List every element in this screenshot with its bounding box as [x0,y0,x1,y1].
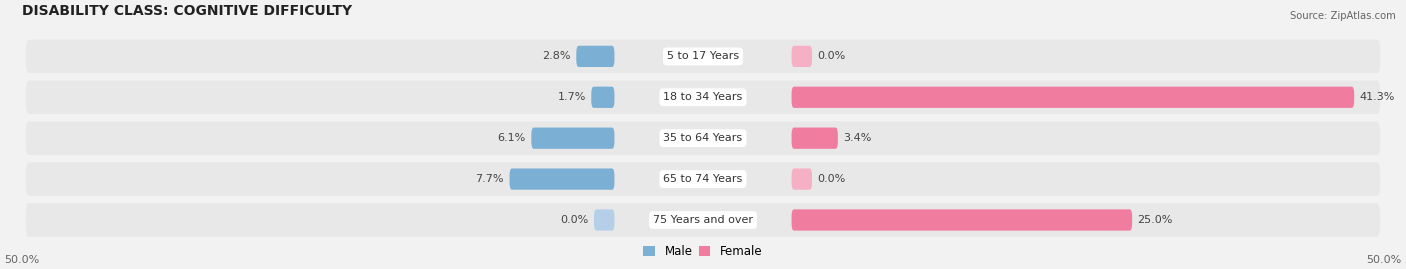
FancyBboxPatch shape [593,209,614,231]
Text: 75 Years and over: 75 Years and over [652,215,754,225]
Text: 6.1%: 6.1% [498,133,526,143]
Text: 5 to 17 Years: 5 to 17 Years [666,51,740,61]
FancyBboxPatch shape [576,46,614,67]
Text: 35 to 64 Years: 35 to 64 Years [664,133,742,143]
FancyBboxPatch shape [509,168,614,190]
FancyBboxPatch shape [592,87,614,108]
Text: 0.0%: 0.0% [817,51,845,61]
Text: Source: ZipAtlas.com: Source: ZipAtlas.com [1291,11,1396,21]
FancyBboxPatch shape [792,128,838,149]
Text: 2.8%: 2.8% [543,51,571,61]
Text: 1.7%: 1.7% [557,92,586,102]
FancyBboxPatch shape [531,128,614,149]
FancyBboxPatch shape [25,203,1381,237]
Text: 0.0%: 0.0% [817,174,845,184]
Text: 41.3%: 41.3% [1360,92,1395,102]
FancyBboxPatch shape [25,162,1381,196]
FancyBboxPatch shape [792,46,813,67]
FancyBboxPatch shape [25,80,1381,114]
Text: 7.7%: 7.7% [475,174,505,184]
FancyBboxPatch shape [25,40,1381,73]
Text: 18 to 34 Years: 18 to 34 Years [664,92,742,102]
Text: 25.0%: 25.0% [1137,215,1173,225]
Text: 65 to 74 Years: 65 to 74 Years [664,174,742,184]
Legend: Male, Female: Male, Female [644,245,762,258]
FancyBboxPatch shape [25,121,1381,155]
FancyBboxPatch shape [792,209,1132,231]
FancyBboxPatch shape [792,87,1354,108]
Text: DISABILITY CLASS: COGNITIVE DIFFICULTY: DISABILITY CLASS: COGNITIVE DIFFICULTY [21,3,351,17]
FancyBboxPatch shape [792,168,813,190]
Text: 0.0%: 0.0% [561,215,589,225]
Text: 3.4%: 3.4% [844,133,872,143]
